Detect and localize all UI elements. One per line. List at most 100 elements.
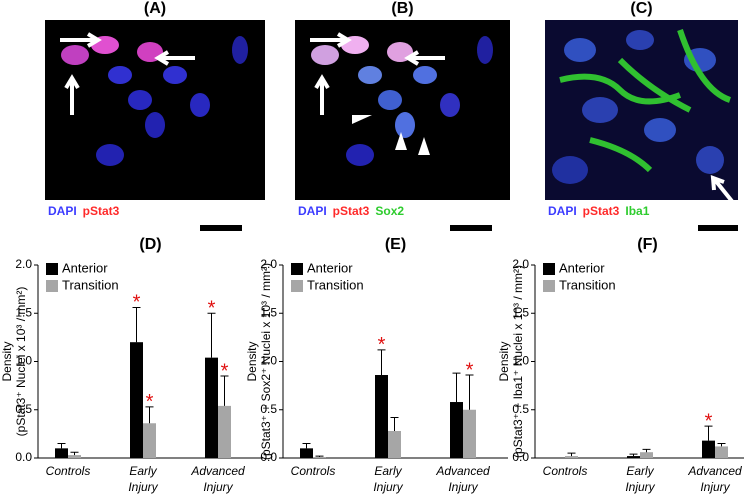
error-bar [145, 406, 154, 424]
error-bar [642, 448, 651, 453]
legend-label: Anterior [62, 260, 108, 275]
stain-legend: DAPI pStat3 Iba1 [548, 204, 650, 218]
bar [388, 430, 401, 458]
y-tick-label: 0.5 [512, 402, 529, 416]
y-tick-label: 0.5 [15, 402, 32, 416]
legend-swatch [291, 263, 303, 275]
bar [702, 440, 715, 458]
legend-swatch [543, 280, 555, 292]
bar [463, 409, 476, 458]
legend-swatch [46, 263, 58, 275]
bar [218, 405, 231, 458]
bar [205, 357, 218, 458]
stain-label: DAPI [298, 204, 327, 218]
legend-swatch [46, 280, 58, 292]
legend-label: Transition [307, 277, 364, 292]
bar [715, 446, 728, 458]
bar [375, 375, 388, 458]
error-bar [207, 312, 216, 358]
y-tick-label: 1.0 [15, 354, 32, 368]
stain-label: pStat3 [583, 204, 620, 218]
y-tick-label: 1.5 [512, 305, 529, 319]
significance-marker: * [221, 360, 229, 382]
significance-marker: * [466, 359, 474, 381]
error-bar [57, 443, 66, 449]
y-axis-label: (pStat3⁺ + Iba1⁺ Nuclei x 10³ / mm²) [511, 265, 525, 458]
significance-marker: * [133, 292, 141, 314]
y-axis-label: Density [0, 341, 14, 381]
y-tick-label: 1.5 [15, 305, 32, 319]
x-tick-label: Controls [543, 464, 588, 478]
stain-label: DAPI [548, 204, 577, 218]
error-bar [70, 451, 79, 456]
bar [313, 457, 326, 458]
bar [55, 448, 68, 458]
x-tick-label: Early Injury [128, 464, 158, 494]
legend-swatch [543, 263, 555, 275]
stain-legend: DAPI pStat3 [48, 204, 120, 218]
stain-label: Iba1 [625, 204, 649, 218]
y-axis-label: Density [497, 341, 511, 381]
x-tick-label: Early Injury [373, 464, 403, 494]
panel-label: (C) [630, 0, 652, 17]
stain-label: pStat3 [333, 204, 370, 218]
significance-marker: * [705, 410, 713, 432]
error-bar [132, 306, 141, 343]
error-bar [377, 349, 386, 376]
error-bar [465, 374, 474, 410]
panel-label: (D) [139, 236, 161, 253]
micrograph [545, 20, 738, 207]
y-tick-label: 2.0 [15, 257, 32, 271]
x-tick-label: Controls [46, 464, 91, 478]
panel-label: (E) [385, 236, 406, 253]
micrograph [295, 20, 510, 200]
y-tick-label: 1.0 [512, 354, 529, 368]
bar [565, 456, 578, 458]
panel-label: (F) [637, 236, 657, 253]
legend-swatch [291, 280, 303, 292]
x-tick-label: Controls [291, 464, 336, 478]
error-bar [629, 453, 638, 457]
scale-bar [200, 225, 242, 231]
error-bar [315, 455, 324, 458]
bar [300, 448, 313, 458]
legend-label: Anterior [307, 260, 353, 275]
bar [450, 402, 463, 458]
bar [143, 423, 156, 458]
x-tick-label: Advanced Injury [435, 464, 490, 494]
y-tick-label: 2.0 [512, 257, 529, 271]
bar [68, 455, 81, 458]
x-tick-label: Early Injury [625, 464, 655, 494]
bar [130, 342, 143, 458]
x-tick-label: Advanced Injury [190, 464, 245, 494]
error-bar [220, 375, 229, 406]
legend-label: Transition [62, 277, 119, 292]
panel-label: (B) [391, 0, 413, 17]
significance-marker: * [146, 391, 154, 413]
panel-label: (A) [144, 0, 166, 17]
x-tick-label: Advanced Injury [687, 464, 742, 494]
legend-label: Transition [559, 277, 616, 292]
y-tick-label: 0.5 [260, 402, 277, 416]
error-bar [704, 425, 713, 441]
error-bar [302, 443, 311, 449]
y-tick-label: 0.0 [15, 450, 32, 464]
y-axis-label: (pStat3⁺ + Sox2⁺ Nuclei x 10³ / mm²) [259, 263, 273, 460]
scale-bar [450, 225, 492, 231]
y-tick-label: 1.0 [260, 354, 277, 368]
y-tick-label: 0.0 [260, 450, 277, 464]
y-tick-label: 0.0 [512, 450, 529, 464]
stain-label: Sox2 [375, 204, 404, 218]
error-bar [452, 372, 461, 403]
significance-marker: * [208, 298, 216, 320]
stain-label: pStat3 [83, 204, 120, 218]
error-bar [567, 452, 576, 457]
y-axis-label: Density [245, 341, 259, 381]
stain-legend: DAPI pStat3 Sox2 [298, 204, 404, 218]
stain-label: DAPI [48, 204, 77, 218]
error-bar [717, 443, 726, 447]
significance-marker: * [378, 334, 386, 356]
legend-label: Anterior [559, 260, 605, 275]
micrograph [45, 20, 265, 200]
